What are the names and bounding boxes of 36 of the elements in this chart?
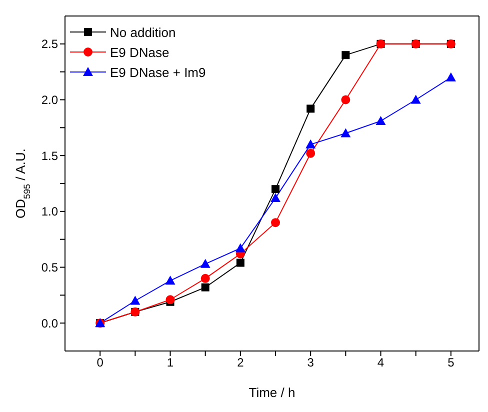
point [306, 104, 315, 113]
y-tick-label: 0.0 [41, 316, 58, 330]
point [201, 283, 210, 292]
point [410, 94, 421, 104]
point [272, 185, 280, 194]
y-tick-label: 2.0 [41, 93, 58, 108]
point [235, 243, 246, 252]
y-tick-label: 1.0 [41, 204, 58, 219]
point [200, 258, 210, 268]
y-tick-label: 0.5 [41, 260, 58, 275]
y-tick-label: 2.5 [41, 37, 58, 52]
point [446, 72, 456, 82]
point [165, 276, 176, 285]
x-tick-label: 0 [96, 356, 104, 370]
point [271, 218, 280, 228]
x-tick-label: 3 [307, 356, 314, 370]
point [376, 116, 386, 125]
legend-label: No addition [110, 24, 176, 40]
point [342, 51, 350, 60]
point [340, 128, 351, 138]
point [306, 148, 316, 158]
point [130, 296, 140, 305]
legend-label: E9 DNase [110, 44, 170, 60]
x-tick-label: 4 [377, 356, 384, 370]
x-tick-label: 1 [166, 356, 174, 370]
point [200, 274, 210, 283]
x-axis-title: Time / h [248, 385, 296, 400]
x-tick-label: 5 [448, 356, 455, 370]
point [236, 258, 244, 267]
legend-label: E9 DNase + Im9 [110, 64, 206, 80]
point [341, 95, 350, 104]
point [270, 193, 281, 202]
point [166, 295, 175, 304]
x-tick-label: 2 [237, 356, 244, 370]
y-tick-label: 1.5 [41, 148, 58, 163]
point [306, 139, 316, 148]
